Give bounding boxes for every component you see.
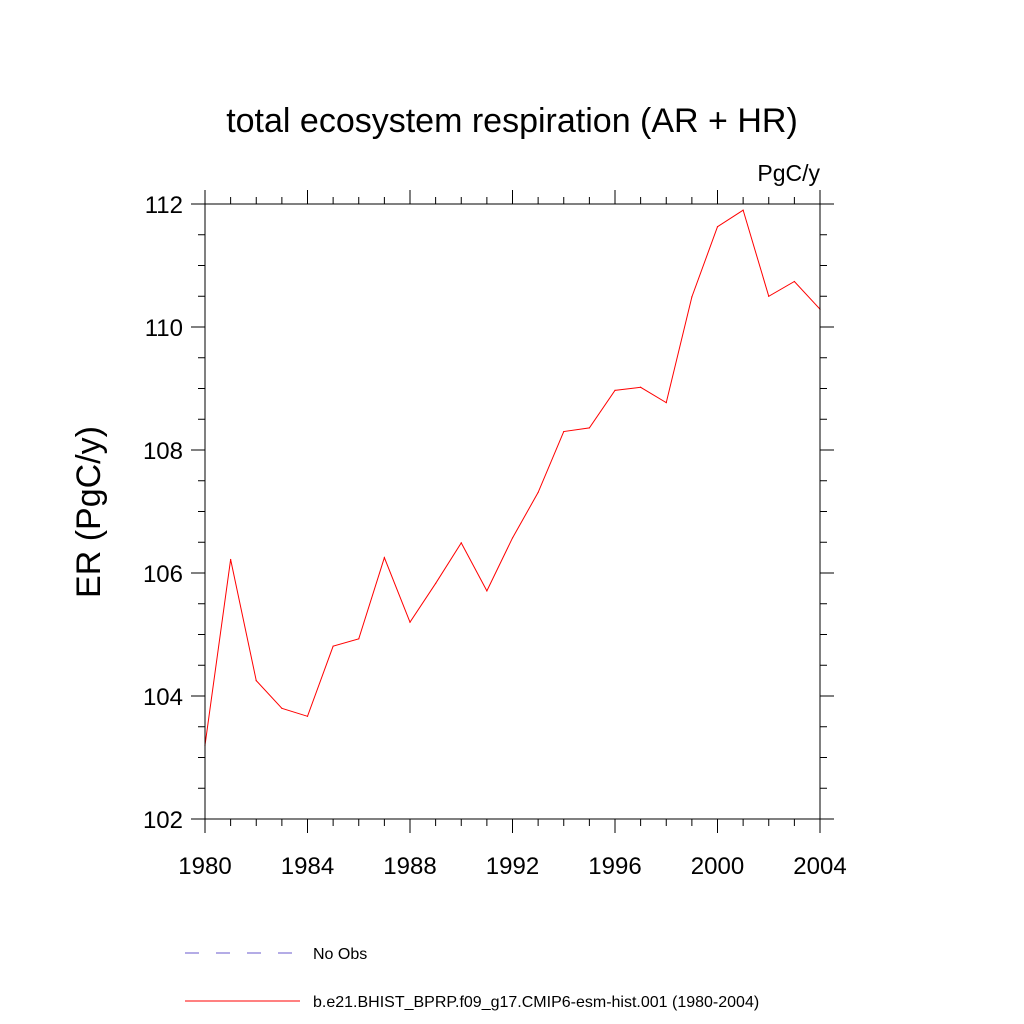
data-point: [691, 296, 693, 298]
data-point: [563, 430, 565, 433]
data-point: [306, 715, 309, 717]
legend: No Obs b.e21.BHIST_BPRP.f09_g17.CMIP6-esm…: [185, 946, 759, 1011]
x-tick-label: 2000: [691, 853, 744, 880]
data-point: [435, 582, 437, 585]
chart-title: total ecosystem respiration (AR + HR): [226, 102, 798, 140]
data-point: [716, 226, 719, 228]
x-tick-label: 1996: [588, 853, 641, 880]
data-point: [460, 542, 462, 544]
data-point: [409, 621, 411, 623]
legend-label: No Obs: [313, 946, 367, 963]
data-point: [255, 680, 257, 682]
data-point: [614, 389, 616, 391]
data-point: [511, 537, 514, 539]
plot-frame: [204, 203, 821, 820]
y-tick-label: 112: [145, 192, 183, 219]
y-tick-label: 110: [145, 315, 183, 342]
data-point: [640, 386, 642, 388]
x-tick-labels: 1980 1984 1988 1992 1996 2000 2004: [178, 853, 846, 880]
axis-ticks: [191, 190, 834, 833]
series-line: [204, 209, 821, 746]
units-label: PgC/y: [757, 160, 820, 186]
x-tick-label: 2004: [793, 853, 846, 880]
data-point: [537, 491, 539, 494]
legend-label: b.e21.BHIST_BPRP.f09_g17.CMIP6-esm-hist.…: [313, 994, 759, 1011]
y-tick-labels: 102 104 106 108 110 112: [143, 192, 183, 834]
x-tick-label: 1988: [383, 853, 436, 880]
data-point: [332, 645, 334, 647]
y-tick-label: 106: [143, 561, 183, 588]
y-tick-label: 108: [143, 438, 183, 465]
data-point: [768, 295, 770, 297]
data-point: [486, 590, 488, 592]
x-tick-label: 1992: [486, 853, 539, 880]
y-tick-label: 104: [143, 684, 183, 711]
data-point: [383, 557, 385, 559]
series-layer: [204, 209, 821, 746]
data-point: [358, 638, 360, 640]
data-point: [793, 280, 795, 283]
data-point: [588, 427, 590, 429]
data-point: [281, 707, 283, 709]
y-axis-label: ER (PgC/y): [70, 426, 108, 598]
data-point: [230, 558, 232, 561]
data-point: [665, 402, 667, 404]
x-tick-label: 1980: [178, 853, 231, 880]
data-point: [742, 209, 744, 211]
x-tick-label: 1984: [281, 853, 334, 880]
y-tick-label: 102: [143, 807, 183, 834]
